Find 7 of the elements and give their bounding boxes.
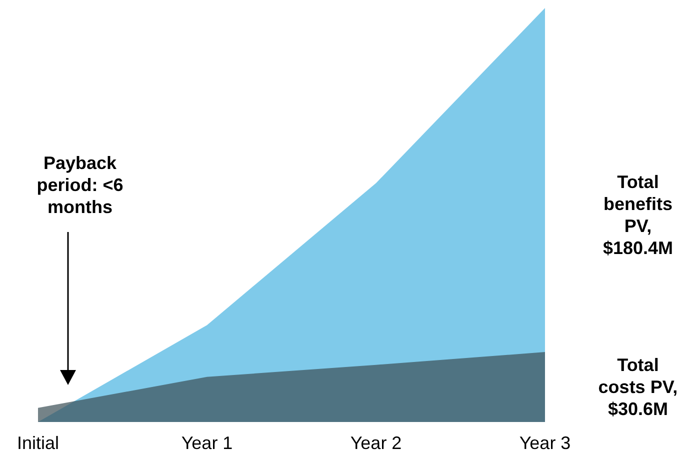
x-tick-label: Year 3: [519, 432, 571, 453]
x-tick-label: Initial: [16, 432, 60, 453]
annotation: Payback period: <6 months: [36, 153, 124, 217]
x-tick-label: Year 2: [350, 432, 402, 453]
text: Total costs PV, $30.6M: [598, 355, 678, 420]
text: Total benefits PV, $180.4M: [602, 172, 674, 258]
x-tick-label: Year 1: [181, 432, 233, 453]
